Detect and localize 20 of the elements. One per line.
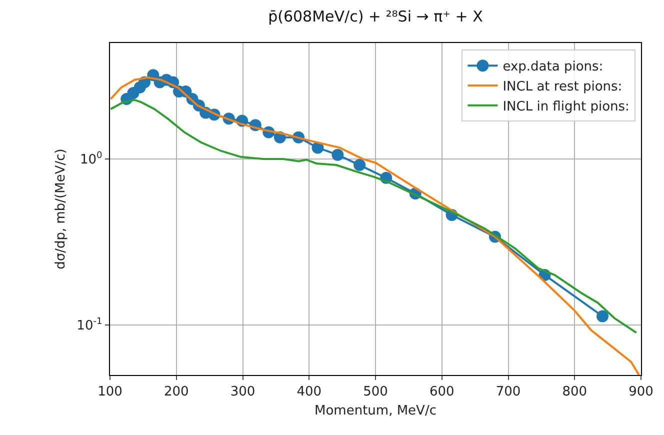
x-tick-label: 900 (628, 384, 654, 400)
x-tick-label: 800 (562, 384, 588, 400)
legend-label: INCL in flight pions: (502, 99, 630, 114)
y-tick-label: 10$^{0}$ (80, 151, 103, 168)
y-axis-title: dσ/dp, mb/(MeV/c) (54, 148, 69, 270)
x-tick-label: 300 (230, 384, 256, 400)
x-tick-label: 400 (296, 384, 322, 400)
legend-label: INCL at rest pions: (502, 80, 622, 95)
x-tick-label: 100 (98, 384, 122, 400)
x-tick-label: 200 (164, 384, 189, 400)
point (332, 148, 344, 161)
legend-label: exp.data pions: (502, 60, 604, 75)
point (596, 310, 608, 322)
x-tick-label: 500 (363, 384, 388, 400)
chart-title: p̄(608MeV/c) + ²⁸Si → π⁺ + X (268, 7, 483, 26)
point (354, 159, 366, 172)
x-axis-title: Momentum, MeV/c (314, 403, 436, 418)
x-tick-label: 600 (429, 384, 454, 400)
x-tick-label: 700 (496, 384, 521, 400)
y-tick-label: 10$^{-1}$ (76, 317, 102, 334)
